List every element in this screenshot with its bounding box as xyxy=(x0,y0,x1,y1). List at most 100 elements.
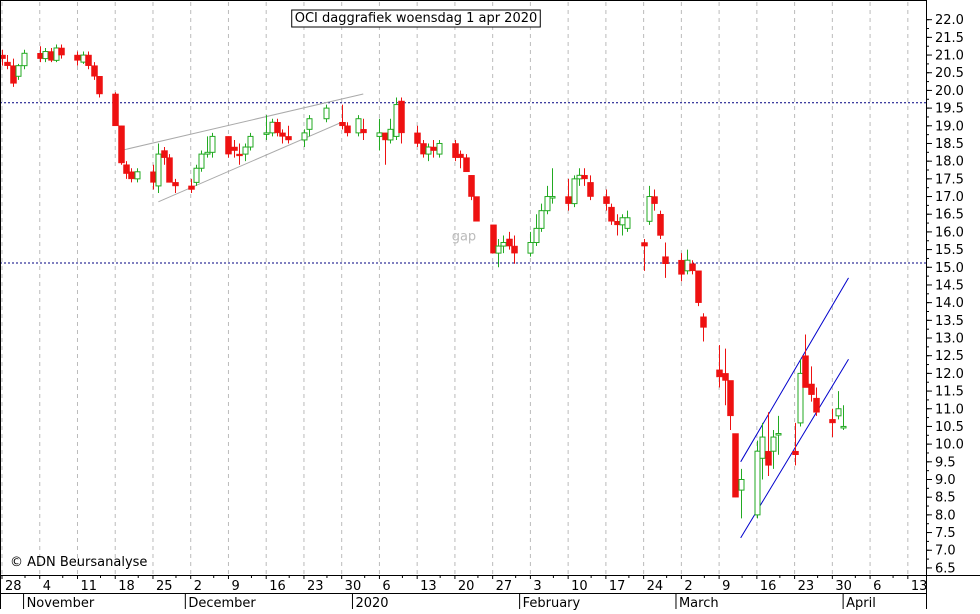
x-tick-label: 6 xyxy=(873,579,881,594)
candle xyxy=(172,178,179,193)
candle xyxy=(581,168,588,186)
candle xyxy=(835,391,842,420)
candle-body xyxy=(840,425,847,429)
candle-body xyxy=(134,171,141,180)
candle-body xyxy=(533,227,540,244)
candle-body xyxy=(225,136,232,155)
candle-body xyxy=(797,372,804,424)
y-tick-label: 9.5 xyxy=(935,455,956,470)
y-tick-label: 18.0 xyxy=(935,155,964,170)
candle-body xyxy=(662,256,669,264)
month-label: November xyxy=(27,596,95,610)
candle-body xyxy=(430,146,437,151)
candle-body xyxy=(15,65,22,77)
candle-body xyxy=(754,450,761,516)
candle-body xyxy=(279,132,286,137)
candle-body xyxy=(549,196,556,199)
candle xyxy=(355,115,362,137)
candle-body xyxy=(770,436,777,452)
y-tick-label: 17.5 xyxy=(935,172,964,187)
candle-body xyxy=(236,153,243,157)
y-tick-label: 8.0 xyxy=(935,508,956,523)
y-tick-label: 13.5 xyxy=(935,314,964,329)
y-tick-label: 17.0 xyxy=(935,190,964,205)
y-tick-label: 12.0 xyxy=(935,367,964,382)
candle xyxy=(263,115,270,140)
candle xyxy=(500,235,507,254)
x-tick-label: 18 xyxy=(118,579,135,594)
candle-body xyxy=(463,157,470,173)
candle xyxy=(166,154,173,183)
candle xyxy=(775,415,782,455)
candle xyxy=(285,125,292,144)
candles-layer xyxy=(0,44,847,519)
x-tick-label: 25 xyxy=(156,579,173,594)
candle xyxy=(204,136,211,158)
candle-body xyxy=(118,125,125,164)
candle-body xyxy=(376,132,383,137)
x-tick-label: 6 xyxy=(382,579,390,594)
candle xyxy=(646,185,653,225)
candle xyxy=(360,118,367,140)
y-tick-label: 15.5 xyxy=(935,243,964,258)
candle-body xyxy=(85,54,92,66)
x-tick-label: 9 xyxy=(722,579,730,594)
candle xyxy=(829,408,836,438)
candle-body xyxy=(495,245,502,254)
candle-body xyxy=(323,107,330,120)
candle-body xyxy=(0,54,6,59)
candle xyxy=(544,185,551,215)
candle-body xyxy=(128,171,135,180)
candle xyxy=(662,242,669,278)
x-tick-label: 11 xyxy=(80,579,97,594)
candle-body xyxy=(414,132,421,144)
candle xyxy=(155,143,162,193)
candle xyxy=(118,125,125,165)
y-tick-label: 9.0 xyxy=(935,473,956,488)
y-tick-label: 8.5 xyxy=(935,491,956,506)
candle xyxy=(306,115,313,137)
candle-body xyxy=(829,419,836,424)
candle xyxy=(457,150,464,169)
candle xyxy=(722,348,729,406)
candle xyxy=(797,359,804,427)
x-tick-label: 16 xyxy=(269,579,286,594)
candle xyxy=(242,143,249,162)
candle xyxy=(506,231,513,250)
y-tick-label: 10.0 xyxy=(935,438,964,453)
candle xyxy=(4,55,11,70)
candle-body xyxy=(775,433,782,436)
y-tick-label: 22.0 xyxy=(935,13,964,28)
x-tick-label: 20 xyxy=(458,579,475,594)
candle-body xyxy=(398,100,405,134)
candle-body xyxy=(436,142,443,155)
y-tick-label: 20.0 xyxy=(935,84,964,99)
candle xyxy=(689,260,696,275)
trendline xyxy=(120,93,364,152)
candle xyxy=(112,92,119,127)
x-tick-label: 28 xyxy=(5,579,22,594)
candle-body xyxy=(587,182,594,197)
candle xyxy=(657,210,664,239)
candle-body xyxy=(285,136,292,141)
candle-body xyxy=(603,196,610,204)
candle xyxy=(247,132,254,151)
y-tick-label: 14.5 xyxy=(935,278,964,293)
candle-body xyxy=(247,135,254,148)
candle-body xyxy=(581,175,588,180)
candle xyxy=(414,125,421,148)
x-tick-label: 23 xyxy=(798,579,815,594)
y-tick-label: 15.0 xyxy=(935,261,964,276)
candle-body xyxy=(161,150,168,158)
candle xyxy=(15,63,22,80)
candle xyxy=(279,129,286,144)
chart-title-box xyxy=(291,9,541,28)
candle-body xyxy=(538,210,545,229)
candle-body xyxy=(204,151,211,155)
candle xyxy=(161,147,168,165)
candle xyxy=(802,334,809,388)
candle xyxy=(323,104,330,123)
